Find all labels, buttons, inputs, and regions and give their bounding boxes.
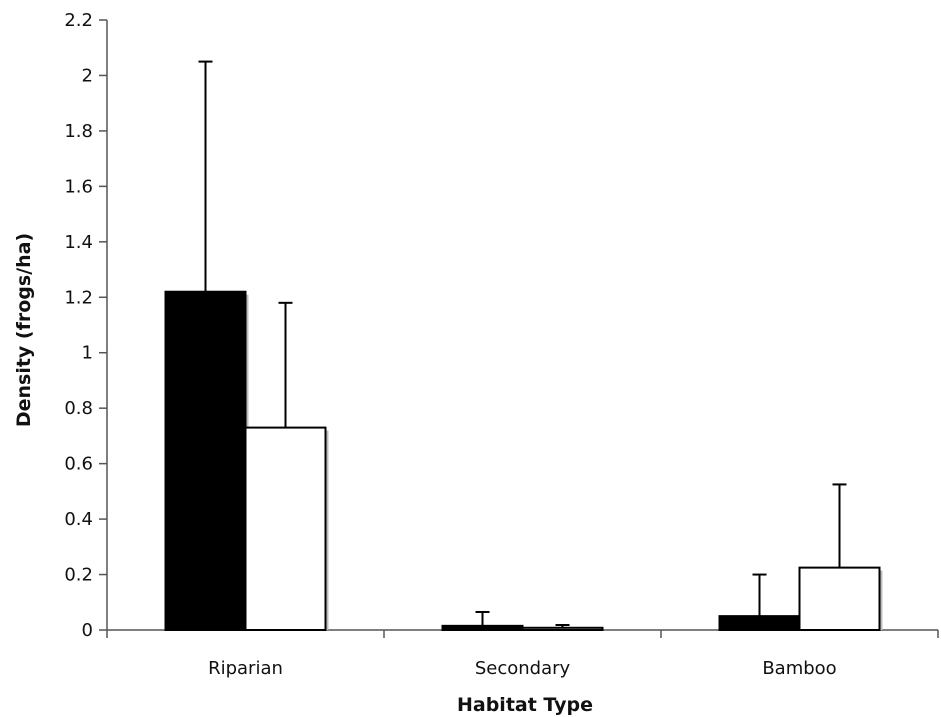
bars [164, 290, 883, 632]
y-tick-label: 1.8 [64, 121, 93, 142]
x-category-label: Riparian [208, 658, 283, 679]
error-bars [198, 60, 847, 628]
x-category-label: Secondary [475, 658, 571, 679]
bar [164, 290, 247, 631]
y-tick-label: 1.4 [64, 232, 93, 253]
x-category-label: Bamboo [762, 658, 836, 679]
y-tick-label: 0.6 [64, 454, 93, 475]
y-tick-label: 0.2 [64, 565, 93, 586]
y-axis: 0 0.2 0.4 0.6 0.8 1 1.2 1.4 1.6 1.8 2 2.2 [64, 10, 108, 641]
y-tick-label: 0 [82, 620, 93, 641]
y-tick-label: 2.2 [64, 10, 93, 31]
bar [521, 626, 604, 631]
x-axis-title: Habitat Type [457, 694, 593, 716]
y-tick-label: 2 [82, 65, 93, 86]
y-tick-label: 1 [82, 343, 93, 364]
y-axis-title: Density (frogs/ha) [13, 233, 35, 427]
bar [798, 566, 881, 632]
x-axis: Riparian Secondary Bamboo [106, 629, 939, 679]
y-tick-label: 0.4 [64, 509, 93, 530]
y-tick-label: 1.2 [64, 287, 93, 308]
bar [718, 615, 801, 631]
bar [441, 624, 524, 631]
bar [244, 426, 327, 631]
y-tick-label: 0.8 [64, 398, 93, 419]
y-tick-label: 1.6 [64, 176, 93, 197]
